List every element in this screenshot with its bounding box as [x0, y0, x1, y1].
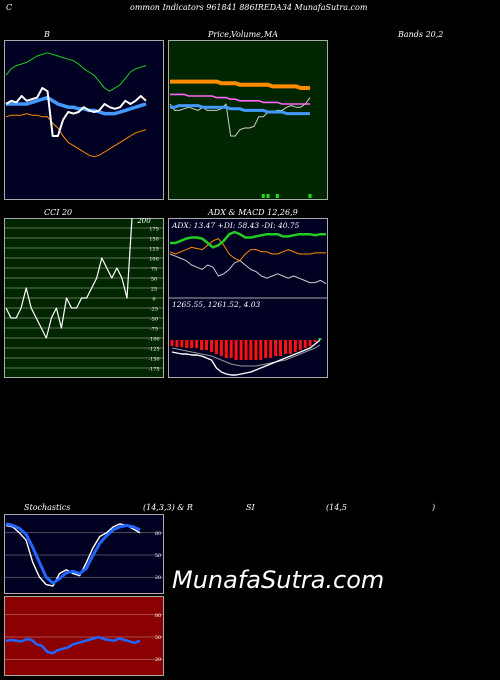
adx-line [169, 253, 327, 285]
cci-peak-label: 200 [136, 218, 151, 225]
cci-chart: 175 150 125 100 75 50 25 0 -25 -50 -75 -100 -125 -150… [4, 218, 164, 378]
macd-histogram-bar [224, 340, 228, 358]
cci-line [5, 218, 133, 339]
volume-bar [261, 194, 265, 198]
bb-price-line [5, 87, 147, 137]
pm-pink-ma-line [170, 93, 310, 105]
label-paren: ) [432, 503, 436, 512]
macd-histogram-bar [318, 338, 322, 340]
macd-histogram-bar [288, 340, 292, 354]
header-c: C [6, 3, 13, 12]
cci-tick-label: -175 [148, 367, 159, 373]
cci-tick-label: 75 [151, 267, 157, 273]
label-ma: MA [264, 30, 278, 39]
cci-tick-label: 25 [151, 287, 157, 293]
cci-tick-label: -75 [150, 327, 158, 333]
macd-histogram-bar [219, 340, 223, 356]
cci-tick-label: 50 [151, 277, 157, 283]
macd-info-text: 1265.55, 1261.52, 4.03 [172, 300, 260, 309]
macd-histogram-bar [293, 340, 297, 352]
rsi-line [5, 635, 141, 655]
watermark: MunafaSutra.com [172, 566, 385, 594]
macd-histogram-bar [259, 340, 263, 360]
pm-long-ma-line [170, 79, 310, 90]
bb-upper-line [5, 52, 147, 92]
label-adx-macd: ADX & MACD 12,26,9 [208, 208, 298, 217]
stoch-tick-label: 20 [155, 575, 161, 581]
bollinger-chart [4, 40, 164, 200]
cci-tick-label: 0 [152, 297, 155, 303]
header-title: ommon Indicators 961841 886IREDA34 Munaf… [130, 3, 368, 12]
bb-middle-line [6, 95, 147, 116]
macd-histogram-bar [185, 340, 189, 348]
stochastics-chart: 80 50 20 [4, 514, 164, 594]
macd-histogram-bar [313, 340, 317, 342]
macd-histogram-bar [249, 340, 253, 360]
label-volume: Volume, [231, 30, 264, 39]
rsi-tick-label: 80 [155, 613, 161, 619]
macd-histogram-bar [210, 340, 213, 352]
macd-histogram-bar [279, 340, 282, 356]
cci-tick-label: 150 [149, 237, 159, 243]
label-stoch: Stochastics [24, 503, 71, 512]
macd-histogram-bar [214, 340, 218, 354]
stoch-k-line [5, 523, 141, 587]
plus-di-line [170, 230, 326, 249]
stoch-d-line [5, 522, 141, 585]
macd-histogram-bar [264, 340, 268, 358]
macd-histogram-bar [205, 340, 208, 350]
cci-tick-label: 125 [149, 247, 159, 253]
label-b: B [44, 30, 50, 39]
macd-histogram-bar [170, 340, 174, 346]
macd-signal-line [171, 344, 321, 367]
stoch-tick-label: 80 [155, 531, 161, 537]
cci-tick-label: -50 [150, 317, 158, 323]
label-si: SI [246, 503, 255, 512]
stoch-tick-label: 50 [155, 553, 161, 559]
macd-histogram-bar [303, 340, 307, 348]
label-rsi-params: (14,5 [326, 503, 347, 512]
bb-lower-line [5, 113, 147, 158]
adx-info-text: ADX: 13.47 +DI: 58.43 -DI: 40.75 [171, 221, 300, 230]
macd-histogram-bar [234, 340, 238, 360]
cci-tick-label: -125 [148, 347, 159, 353]
volume-bar [275, 194, 279, 198]
label-stoch-params: (14,3,3) & R [143, 503, 193, 512]
pm-close-line [169, 97, 311, 137]
macd-histogram-bar [239, 340, 243, 360]
macd-histogram-bar [190, 340, 194, 348]
macd-histogram-bar [195, 340, 199, 348]
macd-histogram-bar [284, 340, 287, 354]
label-cci: CCI 20 [44, 208, 73, 217]
volume-bar [266, 194, 270, 198]
macd-histogram-bar [180, 340, 184, 347]
cci-tick-label: -150 [148, 357, 159, 363]
macd-histogram-bar [244, 340, 248, 360]
macd-line [171, 339, 321, 376]
macd-histogram-bar [308, 340, 312, 346]
rsi-chart: 80 50 20 [4, 596, 164, 676]
macd-histogram-bar [274, 340, 278, 356]
macd-histogram-bar [175, 340, 179, 347]
label-bands: Bands 20,2 [398, 30, 444, 39]
price-ma-chart [168, 40, 328, 200]
macd-histogram-bar [269, 340, 273, 358]
volume-bar [308, 194, 312, 198]
rsi-tick-label: 20 [155, 657, 161, 663]
adx-macd-chart: ADX: 13.47 +DI: 58.43 -DI: 40.75 1265.55… [168, 218, 328, 378]
label-price: Price, [208, 30, 232, 39]
rsi-tick-label: 50 [155, 635, 161, 641]
cci-tick-label: -25 [150, 307, 158, 313]
macd-histogram-bar [298, 340, 302, 350]
macd-histogram-bar [254, 340, 258, 360]
pm-blue-ma-line [170, 104, 310, 116]
minus-di-line [169, 238, 326, 262]
macd-histogram-bar [229, 340, 233, 358]
cci-tick-label: 175 [149, 227, 159, 233]
macd-histogram-bar [200, 340, 204, 350]
cci-tick-label: 100 [149, 257, 159, 263]
cci-tick-label: -100 [148, 337, 159, 343]
